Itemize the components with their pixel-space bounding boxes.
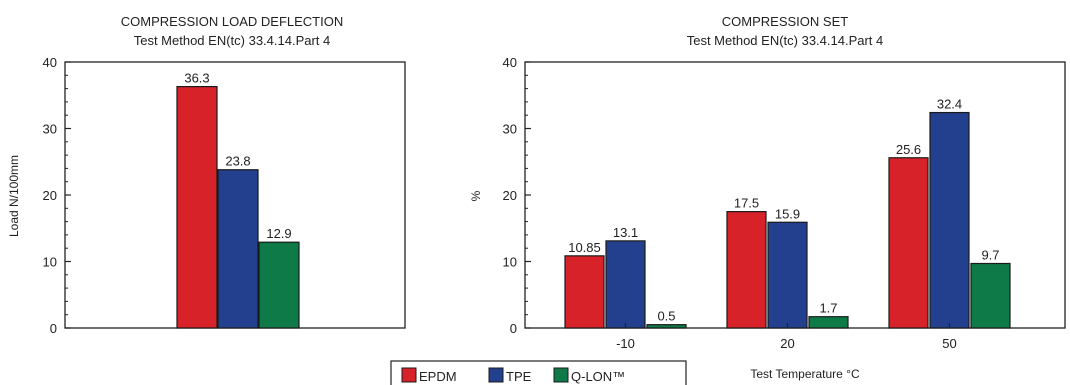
chart-subtitle: Test Method EN(tc) 33.4.14.Part 4 [134,33,331,48]
data-label: 32.4 [937,97,962,112]
y-tick-label: 20 [43,188,57,203]
data-label: 25.6 [896,142,921,157]
data-label: 17.5 [734,196,759,211]
y-tick-label: 10 [503,255,517,270]
data-label: 23.8 [225,154,250,169]
x-tick-label: 50 [942,336,956,351]
chart-subtitle: Test Method EN(tc) 33.4.14.Part 4 [687,33,884,48]
data-label: 9.7 [981,247,999,262]
compression-set-chart: COMPRESSION SET Test Method EN(tc) 33.4.… [469,14,1066,381]
y-tick-label: 40 [503,55,517,70]
chart-title: COMPRESSION LOAD DEFLECTION [121,14,343,29]
bar-qlon-2 [970,262,1011,329]
x-tick-label: 20 [780,336,794,351]
y-axis-label: % [469,190,483,201]
data-label: 1.7 [819,301,837,316]
y-axis-label: Load N/100mm [7,155,21,237]
bar-epdm-2 [888,157,929,329]
legend-label: Q-LON™ [571,369,625,384]
bar-epdm-1 [726,211,767,329]
data-label: 0.5 [657,309,675,324]
y-tick-label: 20 [503,188,517,203]
bar-tpe-0 [217,169,259,329]
data-label: 15.9 [775,206,800,221]
data-label: 36.3 [184,71,209,86]
bar-tpe-2 [929,111,970,329]
legend-swatch [401,367,417,383]
x-axis-label: Test Temperature °C [750,367,860,381]
bar-tpe-0 [605,240,646,329]
legend-label: EPDM [419,369,457,384]
y-tick-label: 30 [43,122,57,137]
bar-epdm-0 [176,86,218,329]
legend: EPDM TPE Q-LON™ [390,360,687,385]
bar-qlon-0 [258,241,300,329]
compression-load-deflection-chart: COMPRESSION LOAD DEFLECTION Test Method … [7,14,406,336]
y-tick-label: 10 [43,255,57,270]
x-tick-label: -10 [616,336,635,351]
y-tick-label: 0 [50,321,57,336]
chart-title: COMPRESSION SET [722,14,848,29]
bar-tpe-1 [767,221,808,329]
y-tick-label: 30 [503,122,517,137]
bar-epdm-0 [564,255,605,329]
legend-swatch [553,367,569,383]
data-label: 10.85 [568,240,601,255]
legend-swatch [488,367,504,383]
bar-qlon-1 [808,316,849,329]
data-label: 12.9 [266,226,291,241]
data-label: 13.1 [613,225,638,240]
bar-qlon-0 [646,324,687,329]
legend-box [390,360,687,385]
y-tick-label: 0 [510,321,517,336]
legend-label: TPE [506,369,532,384]
y-tick-label: 40 [43,55,57,70]
